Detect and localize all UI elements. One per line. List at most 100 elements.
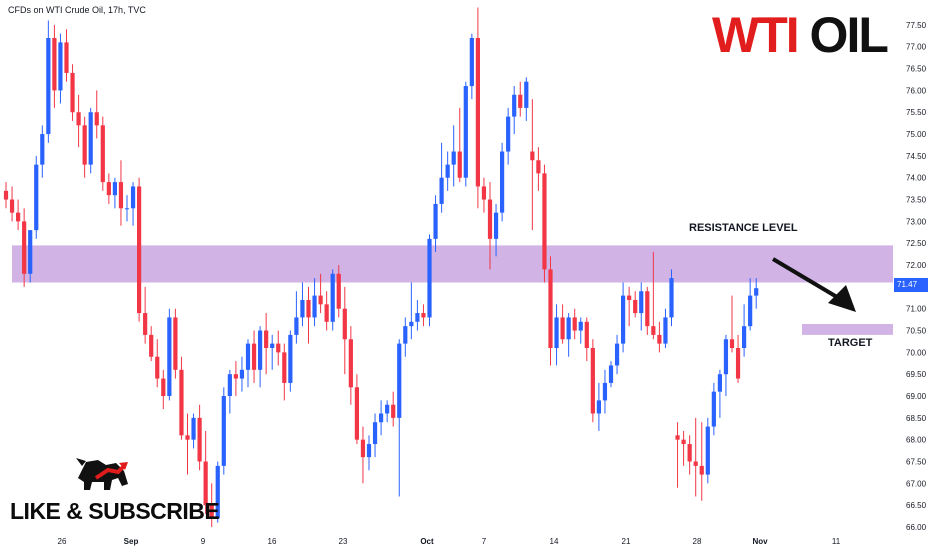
candle: [602, 369, 608, 414]
candle: [58, 33, 63, 104]
candle-body: [239, 369, 245, 379]
candle: [427, 234, 432, 327]
candle-body: [330, 273, 335, 322]
candle: [366, 435, 372, 471]
candle-body: [657, 334, 662, 344]
candle: [572, 308, 577, 340]
candle-body: [258, 330, 263, 370]
candle: [16, 199, 21, 231]
candle-body: [451, 151, 456, 165]
candle-body: [602, 382, 608, 401]
candle-body: [88, 112, 93, 165]
candle-body: [282, 352, 287, 383]
x-tick-label: 26: [58, 537, 67, 546]
candle: [681, 430, 686, 466]
candle-body: [397, 343, 402, 418]
candle-body: [530, 151, 535, 161]
candle-body: [675, 435, 680, 440]
y-tick-label: 70.50: [906, 327, 927, 336]
candle: [530, 99, 535, 231]
candle-body: [9, 199, 15, 213]
candle-body: [336, 273, 341, 309]
candle-body: [717, 374, 722, 392]
candle-body: [639, 291, 644, 314]
candle-body: [542, 173, 547, 270]
candle-body: [354, 387, 359, 440]
candle: [130, 182, 136, 226]
candle-body: [409, 321, 414, 327]
candle-body: [276, 343, 281, 353]
candle: [621, 282, 626, 353]
candle: [100, 116, 105, 191]
candle-body: [554, 317, 559, 348]
candle-body: [245, 343, 251, 370]
candle: [451, 125, 456, 187]
candle: [167, 308, 172, 401]
candle: [118, 160, 124, 226]
candle: [421, 304, 426, 327]
x-tick-label: 28: [693, 537, 702, 546]
candle-body: [663, 317, 668, 344]
candle: [639, 282, 644, 331]
y-tick-label: 66.50: [906, 501, 927, 510]
candle-body: [687, 444, 692, 462]
candle-body: [560, 317, 565, 340]
candle-body: [82, 125, 87, 165]
candle: [40, 125, 45, 178]
candle: [554, 304, 559, 366]
candle-body: [118, 182, 124, 209]
candle: [693, 417, 698, 497]
candle-body: [693, 461, 698, 466]
candle: [155, 339, 160, 388]
candle: [669, 269, 674, 327]
candle-body: [524, 81, 529, 108]
candle: [209, 483, 214, 527]
target-label: TARGET: [828, 337, 873, 349]
candle: [512, 86, 517, 135]
y-tick-label: 68.50: [906, 414, 927, 423]
candle-body: [729, 339, 735, 348]
candle-body: [645, 291, 650, 327]
candle-body: [46, 38, 51, 135]
candle-body: [584, 321, 589, 348]
candle: [439, 142, 444, 213]
candle: [548, 256, 553, 366]
y-tick-label: 73.00: [906, 217, 927, 226]
y-tick-label: 69.50: [906, 370, 927, 379]
candle: [3, 182, 9, 209]
candle-body: [481, 186, 487, 200]
candle-body: [439, 177, 444, 204]
candle-body: [633, 299, 638, 314]
candle: [633, 291, 638, 318]
y-tick-label: 77.50: [906, 21, 927, 30]
candle: [124, 195, 130, 222]
current-price-tag: 71.47: [894, 278, 928, 292]
candle: [493, 203, 499, 257]
y-tick-label: 77.00: [906, 43, 927, 52]
candle-body: [70, 72, 75, 113]
projection-arrow-shaft: [771, 257, 844, 302]
candle-body: [669, 278, 674, 318]
candle-body: [124, 208, 130, 210]
candle: [481, 177, 487, 213]
candle-body: [300, 299, 305, 318]
candle-body: [3, 190, 9, 200]
x-tick-label: 16: [268, 537, 277, 546]
candle-body: [427, 238, 432, 318]
like-subscribe-banner: LIKE & SUBSCRIBE: [10, 495, 220, 527]
candle-body: [324, 304, 329, 322]
candle: [457, 107, 462, 183]
candle-body: [155, 356, 160, 379]
candle-body: [433, 203, 438, 239]
candle-body: [312, 295, 317, 318]
candle-body: [179, 369, 184, 436]
candle: [245, 339, 251, 388]
candle: [88, 107, 93, 174]
candle-body: [191, 417, 196, 440]
candle: [584, 317, 589, 362]
candle: [379, 400, 384, 436]
candle-body: [58, 42, 63, 91]
candle: [687, 435, 692, 475]
